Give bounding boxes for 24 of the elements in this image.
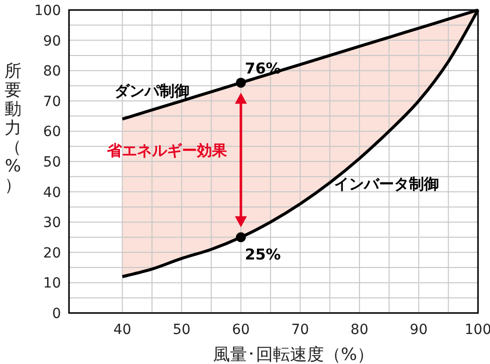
series-label: インバータ制御: [334, 174, 439, 193]
y-tick-label: 0: [52, 306, 61, 322]
y-tick-label: 100: [34, 3, 61, 19]
series-label: ダンパ制御: [114, 82, 190, 100]
y-tick-label: 50: [43, 154, 61, 170]
annotation: 省エネルギー効果: [106, 141, 228, 160]
y-tick-label: 40: [43, 184, 61, 201]
x-axis-title: 風量･回転速度（%）: [212, 345, 374, 364]
y-tick-label: 30: [43, 215, 61, 232]
x-tick-label: 80: [350, 322, 368, 338]
x-tick-label: 60: [232, 322, 250, 338]
y-tick-label: 60: [43, 124, 61, 140]
y-axis-title: 所要動力（%）: [4, 62, 22, 196]
x-tick-label: 50: [172, 322, 191, 338]
y-tick-label: 80: [43, 64, 61, 80]
y-tick-label: 20: [43, 245, 61, 262]
y-tick-label: 70: [43, 94, 61, 110]
x-tick-label: 40: [113, 322, 132, 338]
x-tick-label: 100: [464, 322, 490, 338]
x-tick-label: 90: [410, 322, 428, 338]
y-tick-label: 10: [43, 276, 61, 292]
data-label: 25%: [244, 245, 281, 264]
y-tick-label: 90: [43, 33, 61, 50]
x-tick-label: 70: [291, 322, 310, 338]
